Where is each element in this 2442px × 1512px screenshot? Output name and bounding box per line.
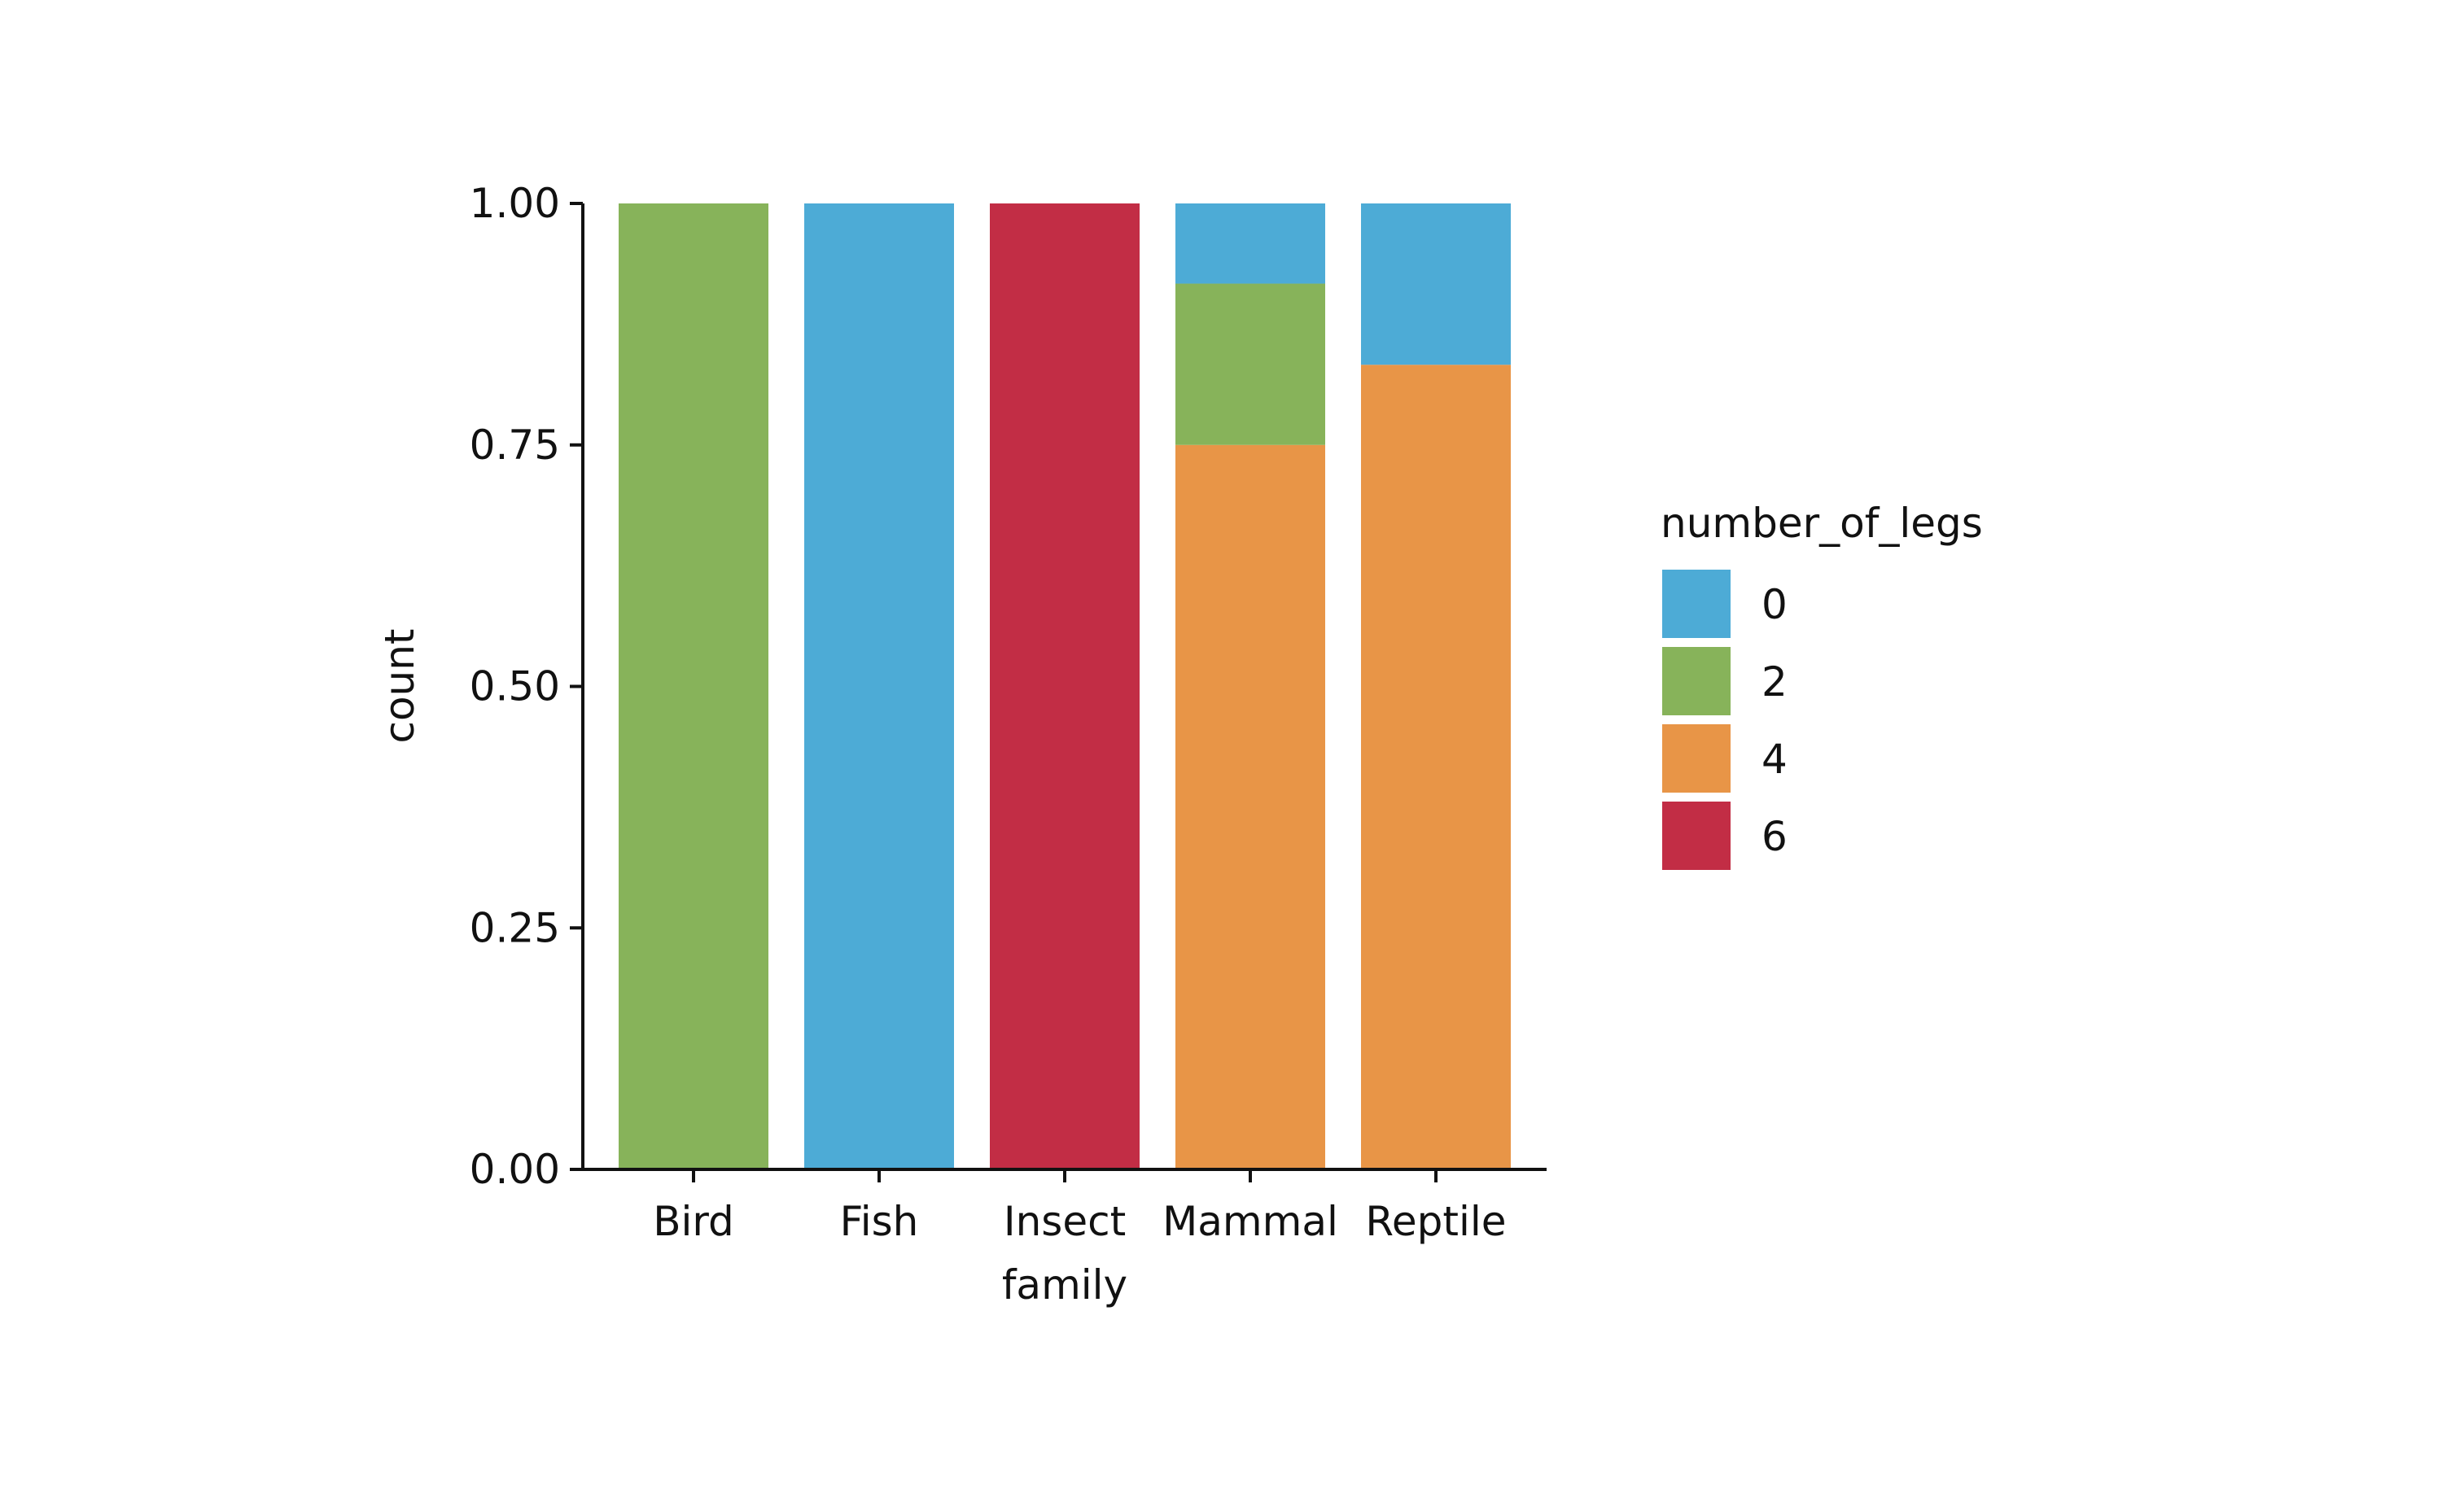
legend-title: number_of_legs <box>1661 500 1983 547</box>
x-tick-label-fish: Fish <box>840 1198 919 1245</box>
y-axis-title: count <box>376 628 423 743</box>
x-tick-label-bird: Bird <box>653 1198 734 1245</box>
legend-swatch-0 <box>1662 570 1731 638</box>
bar-mammal-legs-0 <box>1175 203 1325 284</box>
bar-fish-legs-0 <box>804 203 954 1169</box>
legend: number_of_legs 0 2 4 6 <box>1661 500 1983 870</box>
legend-label-6: 6 <box>1761 813 1788 860</box>
x-ticks: Bird Fish Insect Mammal Reptile <box>653 1169 1507 1245</box>
bar-mammal-legs-2 <box>1175 283 1325 445</box>
bar-reptile-legs-4 <box>1361 365 1511 1169</box>
bar-mammal-legs-4 <box>1175 444 1325 1169</box>
y-tick-label: 0.00 <box>470 1146 560 1193</box>
y-tick-label: 1.00 <box>470 180 560 227</box>
legend-swatch-2 <box>1662 647 1731 715</box>
legend-label-2: 2 <box>1761 658 1788 706</box>
legend-label-4: 4 <box>1761 736 1788 783</box>
x-tick-label-reptile: Reptile <box>1365 1198 1506 1245</box>
legend-swatch-4 <box>1662 724 1731 793</box>
bar-insect-legs-6 <box>990 203 1140 1169</box>
bar-bird-legs-2 <box>619 203 768 1169</box>
legend-label-0: 0 <box>1761 581 1788 628</box>
bar-reptile-legs-0 <box>1361 203 1511 365</box>
legend-items: 0 2 4 6 <box>1662 570 1788 870</box>
x-axis-title: family <box>1002 1261 1127 1309</box>
y-tick-label: 0.75 <box>470 422 560 469</box>
y-tick-label: 0.25 <box>470 904 560 951</box>
y-tick-label: 0.50 <box>470 663 560 710</box>
x-tick-label-insect: Insect <box>1004 1198 1126 1245</box>
legend-swatch-6 <box>1662 802 1731 870</box>
x-tick-label-mammal: Mammal <box>1162 1198 1338 1245</box>
y-ticks: 0.00 0.25 0.50 0.75 1.00 <box>470 180 583 1193</box>
bars-layer <box>619 203 1511 1169</box>
